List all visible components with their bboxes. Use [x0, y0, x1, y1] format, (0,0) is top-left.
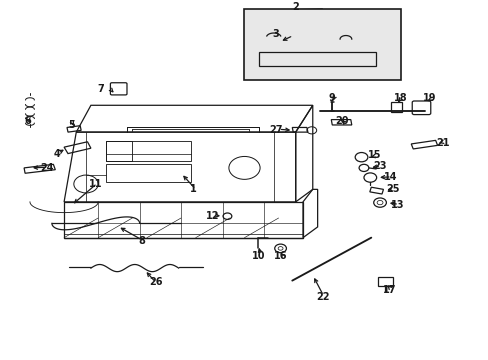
Text: 13: 13 — [390, 201, 404, 211]
Text: 12: 12 — [205, 211, 219, 221]
Text: 22: 22 — [315, 292, 328, 302]
Text: 9: 9 — [328, 93, 335, 103]
Bar — [105, 141, 190, 161]
Text: 14: 14 — [383, 172, 397, 182]
Text: 7: 7 — [97, 84, 104, 94]
Text: 27: 27 — [269, 125, 283, 135]
Bar — [390, 102, 401, 112]
Bar — [377, 277, 392, 286]
Text: 16: 16 — [274, 251, 287, 261]
Text: 2: 2 — [292, 2, 299, 12]
Text: 4: 4 — [53, 149, 60, 159]
Text: 23: 23 — [372, 161, 386, 171]
Text: 26: 26 — [149, 278, 162, 287]
Bar — [105, 164, 190, 182]
Text: 11: 11 — [89, 179, 102, 189]
Text: 5: 5 — [68, 120, 75, 130]
Text: 21: 21 — [436, 138, 449, 148]
Text: 18: 18 — [393, 93, 407, 103]
Text: 25: 25 — [386, 184, 399, 194]
Text: 10: 10 — [252, 251, 265, 261]
Text: 15: 15 — [367, 150, 381, 160]
Bar — [105, 141, 132, 161]
Text: 3: 3 — [272, 29, 279, 39]
Text: 6: 6 — [24, 116, 31, 126]
Text: 1: 1 — [189, 184, 196, 194]
Bar — [244, 9, 400, 80]
Text: 17: 17 — [382, 284, 396, 294]
Text: 8: 8 — [139, 236, 145, 246]
Text: 20: 20 — [335, 116, 348, 126]
Bar — [259, 52, 375, 66]
Text: 19: 19 — [422, 93, 436, 103]
Text: 24: 24 — [40, 163, 54, 173]
